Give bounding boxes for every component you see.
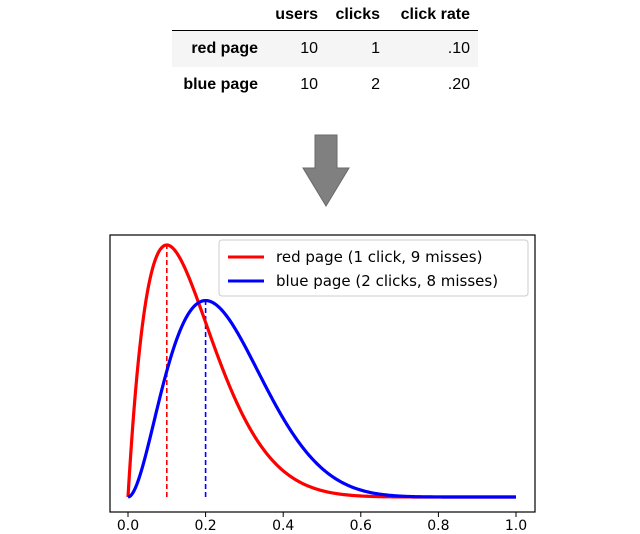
header-users: users (275, 6, 318, 23)
header-click-rate: click rate (400, 6, 470, 23)
clicks-cell: 2 (371, 76, 380, 93)
plot-layer (126, 243, 517, 499)
row-label: red page (191, 40, 258, 57)
x-tick-label: 0.6 (350, 518, 372, 534)
x-tick-label: 0.8 (427, 518, 449, 534)
series-line-blue (127, 298, 517, 499)
table-row: red page 10 1 .10 (172, 31, 478, 67)
down-arrow-shape (302, 134, 350, 207)
header-label (172, 0, 258, 30)
users-cell: 10 (300, 40, 318, 57)
legend-label-red: red page (1 click, 9 misses) (276, 248, 482, 266)
x-tick-label: 1.0 (505, 518, 527, 534)
plot-frame (109, 234, 536, 513)
legend-box (218, 239, 529, 297)
legend-label-blue: blue page (2 clicks, 8 misses) (276, 272, 498, 290)
header-clicks: clicks (335, 6, 380, 23)
table-row: blue page 10 2 .20 (172, 67, 478, 103)
beta-distribution-chart: 0.0 0.2 0.4 0.6 0.8 1.0 red page (1 click, 9 … (109, 234, 536, 534)
users-cell: 10 (300, 76, 318, 93)
x-axis: 0.0 0.2 0.4 0.6 0.8 1.0 (117, 512, 527, 534)
x-tick-label: 0.4 (272, 518, 294, 534)
x-tick-label: 0.2 (194, 518, 216, 534)
click-rate-cell: .20 (447, 76, 470, 93)
legend: red page (1 click, 9 misses) blue page (… (218, 239, 529, 297)
click-rate-cell: .10 (447, 40, 470, 57)
row-label: blue page (183, 76, 258, 93)
down-arrow-icon (302, 134, 350, 207)
x-tick-label: 0.0 (117, 518, 139, 534)
table-header-row: users clicks click rate (172, 0, 478, 31)
clicks-cell: 1 (371, 40, 380, 57)
click-rate-table: users clicks click rate red page 10 1 .1… (172, 0, 478, 103)
